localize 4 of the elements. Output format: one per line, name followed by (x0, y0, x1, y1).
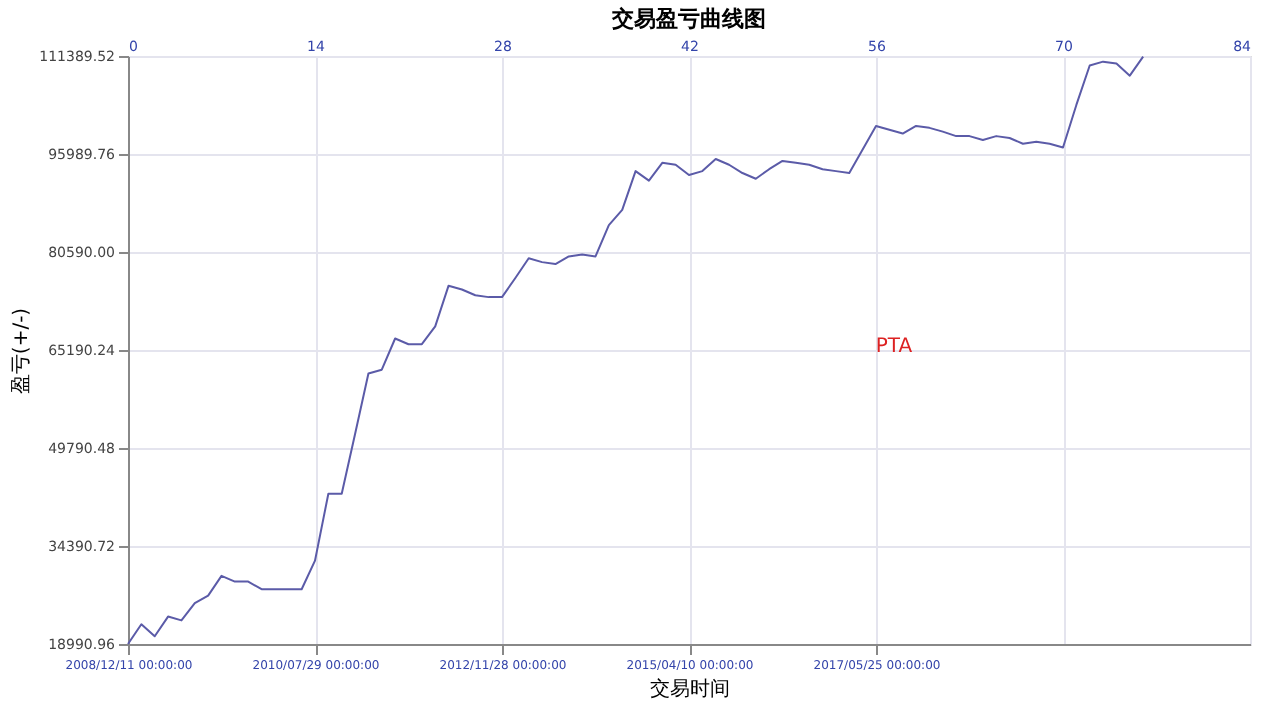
annotation: PTA (875, 336, 913, 358)
y-axis-title: 盈亏(+/-) (11, 307, 34, 395)
x-axis-title: 交易时间 (650, 677, 730, 701)
chart-title: 交易盈亏曲线图 (610, 6, 766, 32)
